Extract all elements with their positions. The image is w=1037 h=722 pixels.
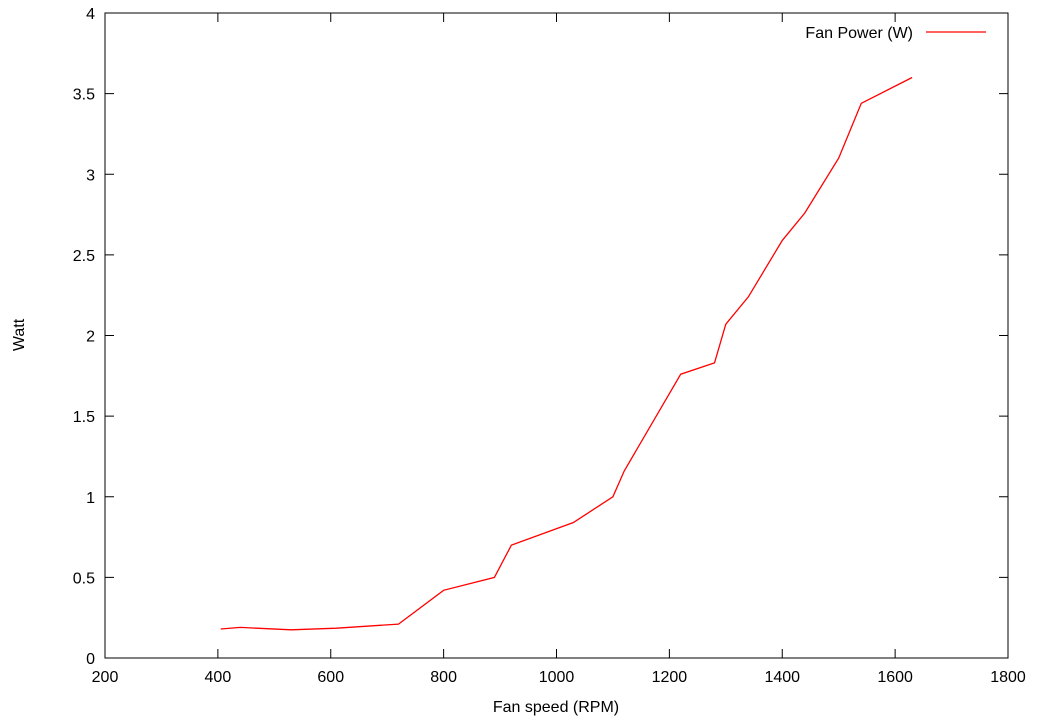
x-tick-label: 1400 xyxy=(764,669,800,686)
legend-label: Fan Power (W) xyxy=(805,25,913,42)
x-axis-label: Fan speed (RPM) xyxy=(493,699,619,716)
x-tick-label: 1600 xyxy=(877,669,913,686)
y-axis-label: Watt xyxy=(11,318,28,351)
series-layer xyxy=(220,76,913,631)
y-tick-label: 2.5 xyxy=(73,248,95,265)
x-tick-label: 1000 xyxy=(539,669,575,686)
x-tick-label: 600 xyxy=(317,669,344,686)
x-tick-label: 1800 xyxy=(990,669,1026,686)
y-tick-label: 3.5 xyxy=(73,87,95,104)
y-axis-ticks: 0 0.5 1 1.5 2 2.5 3 3.5 4 xyxy=(73,6,1008,668)
y-tick-label: 4 xyxy=(86,6,95,23)
y-tick-label: 1 xyxy=(86,490,95,507)
y-tick-label: 2 xyxy=(86,329,95,346)
series-line-fan-power xyxy=(220,76,913,631)
x-tick-label: 200 xyxy=(92,669,119,686)
y-tick-label: 0 xyxy=(86,651,95,668)
y-tick-label: 0.5 xyxy=(73,570,95,587)
x-axis-ticks: 200 400 600 800 1000 1200 1400 1600 1800 xyxy=(92,13,1026,686)
x-tick-label: 400 xyxy=(205,669,232,686)
y-tick-label: 1.5 xyxy=(73,409,95,426)
x-tick-label: 1200 xyxy=(652,669,688,686)
plot-frame xyxy=(104,12,1009,659)
legend: Fan Power (W) xyxy=(805,25,986,42)
x-tick-label: 800 xyxy=(430,669,457,686)
y-tick-label: 3 xyxy=(86,167,95,184)
